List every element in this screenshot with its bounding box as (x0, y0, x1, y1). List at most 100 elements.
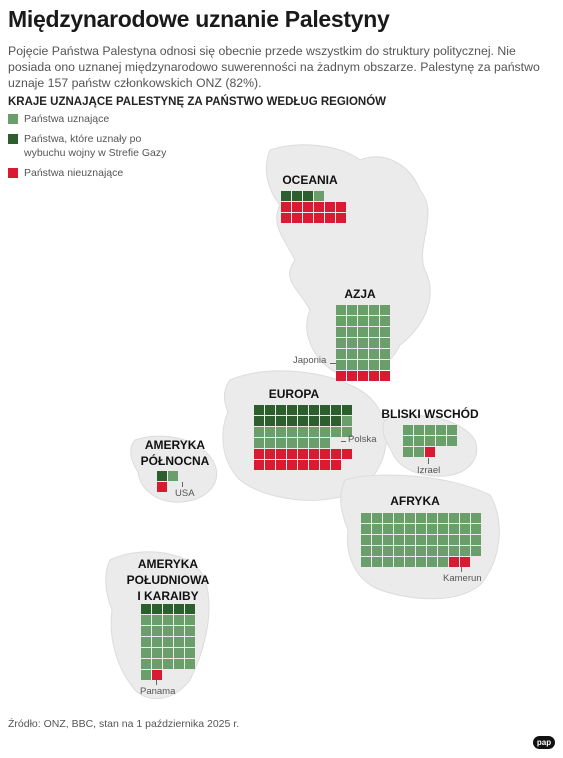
cell-not-recognizing (320, 460, 330, 470)
cell-recognizing (394, 557, 404, 567)
cell-not-recognizing (292, 202, 302, 212)
callout-tick-polska (341, 441, 346, 442)
cell-recognizing (141, 637, 151, 647)
cell-recognizing (427, 535, 437, 545)
cell-recognizing (460, 546, 470, 556)
cell-recognized-after-gaza (157, 471, 167, 481)
cell-recognizing (405, 524, 415, 534)
cell-recognizing (383, 557, 393, 567)
cell-recognizing (405, 557, 415, 567)
cell-recognizing (372, 524, 382, 534)
cell-not-recognizing (369, 371, 379, 381)
cell-recognizing (342, 427, 352, 437)
cell-recognizing (254, 438, 264, 448)
cell-recognizing (414, 447, 424, 457)
cell-recognizing (168, 471, 178, 481)
page-title: Międzynarodowe uznanie Palestyny (8, 6, 390, 32)
cell-recognizing (141, 659, 151, 669)
cell-recognizing (380, 305, 390, 315)
cell-recognizing (436, 436, 446, 446)
cell-recognizing (394, 524, 404, 534)
cell-recognizing (265, 438, 275, 448)
cell-recognizing (403, 447, 413, 457)
cell-not-recognizing (460, 557, 470, 567)
cell-recognized-after-gaza (320, 416, 330, 426)
cell-recognizing (394, 546, 404, 556)
cell-recognizing (460, 524, 470, 534)
cell-recognizing (436, 425, 446, 435)
cell-recognizing (372, 546, 382, 556)
cell-recognized-after-gaza (331, 405, 341, 415)
cell-recognizing (141, 615, 151, 625)
cell-recognized-after-gaza (303, 191, 313, 201)
legend: Państwa uznające Państwa, które uznały p… (8, 112, 184, 186)
cell-recognizing (336, 305, 346, 315)
cell-recognizing (369, 349, 379, 359)
cell-recognizing (403, 425, 413, 435)
cell-not-recognizing (309, 449, 319, 459)
cell-recognized-after-gaza (281, 191, 291, 201)
cell-not-recognizing (380, 371, 390, 381)
cell-recognizing (383, 524, 393, 534)
cell-recognizing (342, 416, 352, 426)
cell-recognizing (287, 438, 297, 448)
cell-recognizing (416, 535, 426, 545)
cell-not-recognizing (331, 460, 341, 470)
cell-recognizing (372, 557, 382, 567)
cell-not-recognizing (320, 449, 330, 459)
callout-tick-usa (182, 482, 183, 487)
cell-recognizing (416, 557, 426, 567)
cell-not-recognizing (336, 213, 346, 223)
cell-recognizing (347, 327, 357, 337)
cell-not-recognizing (157, 482, 167, 492)
cell-recognizing (405, 513, 415, 523)
cell-recognizing (320, 438, 330, 448)
cell-recognized-after-gaza (265, 405, 275, 415)
cell-recognizing (416, 524, 426, 534)
cell-recognizing (185, 659, 195, 669)
landmass-north-america (130, 435, 217, 503)
cell-recognizing (174, 637, 184, 647)
cell-recognizing (427, 557, 437, 567)
cell-recognizing (358, 305, 368, 315)
cell-recognized-after-gaza (298, 405, 308, 415)
cell-recognizing (185, 615, 195, 625)
region-label-ameryka-poludniowa-line3: I KARAIBY (137, 589, 199, 603)
cell-recognizing (185, 637, 195, 647)
cell-recognizing (449, 524, 459, 534)
legend-swatch-recognizing (8, 114, 18, 124)
cell-recognizing (380, 349, 390, 359)
cell-not-recognizing (331, 449, 341, 459)
cell-recognizing (152, 659, 162, 669)
cell-recognizing (471, 524, 481, 534)
cell-recognizing (369, 305, 379, 315)
region-label-ameryka-polnocna-line1: AMERYKA (144, 438, 206, 452)
cell-recognizing (447, 425, 457, 435)
cell-not-recognizing (152, 670, 162, 680)
cell-recognized-after-gaza (287, 405, 297, 415)
callout-tick-kamerun (461, 566, 462, 572)
cell-recognizing (438, 524, 448, 534)
cell-recognizing (447, 436, 457, 446)
cell-recognizing (336, 316, 346, 326)
cell-recognizing (427, 513, 437, 523)
legend-item-recognizing: Państwa uznające (8, 112, 184, 126)
cell-recognizing (309, 438, 319, 448)
cell-recognizing (185, 648, 195, 658)
cell-not-recognizing (265, 460, 275, 470)
region-label-ameryka-polnocna-line2: PÓŁNOCNA (140, 454, 210, 468)
region-label-ameryka-poludniowa: AMERYKA POŁUDNIOWA I KARAIBY (118, 556, 218, 604)
region-label-ameryka-polnocna: AMERYKA PÓŁNOCNA (130, 437, 220, 469)
cell-recognized-after-gaza (287, 416, 297, 426)
cell-recognizing (152, 626, 162, 636)
cell-recognizing (298, 438, 308, 448)
region-label-azja: AZJA (344, 287, 376, 301)
cell-recognized-after-gaza (174, 604, 184, 614)
region-label-oceania: OCEANIA (282, 173, 338, 187)
callout-polska: Polska (348, 434, 377, 445)
cell-recognizing (372, 535, 382, 545)
region-label-bliski-wschod: BLISKI WSCHÓD (381, 407, 479, 421)
callout-izrael: Izrael (417, 465, 441, 476)
cell-not-recognizing (303, 213, 313, 223)
cell-not-recognizing (292, 213, 302, 223)
